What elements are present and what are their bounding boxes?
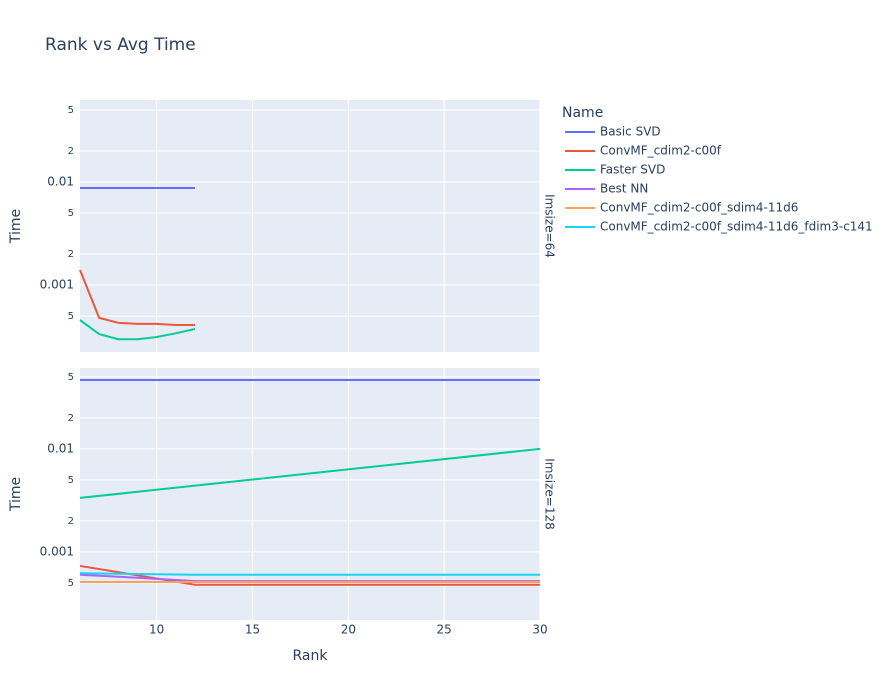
series-line — [79, 447, 541, 499]
y-tick-label: 0.001 — [40, 278, 74, 292]
y-tick-label: 5 — [68, 311, 74, 322]
chart-title: Rank vs Avg Time — [45, 35, 196, 55]
series-line — [79, 269, 195, 326]
y-tick-label: 2 — [68, 249, 74, 260]
x-tick-label: 20 — [341, 623, 356, 637]
legend-entry: Basic SVD — [600, 125, 661, 139]
legend-title: Name — [562, 105, 603, 121]
x-axis-label: Rank — [293, 648, 329, 664]
series-line — [79, 319, 196, 341]
x-tick-label: 25 — [437, 623, 452, 637]
legend-entry: ConvMF_cdim2-c00f — [600, 144, 722, 158]
legend-entry: ConvMF_cdim2-c00f_sdim4-11d6 — [600, 201, 798, 215]
y-tick-label: 2 — [68, 146, 74, 157]
y-tick-label: 0.01 — [47, 441, 74, 455]
series-line — [79, 572, 540, 576]
y-tick-label: 5 — [68, 475, 74, 486]
y-tick-label: 5 — [68, 105, 74, 116]
y-tick-label: 5 — [68, 372, 74, 383]
facet-label: Imsize=64 — [543, 194, 557, 258]
y-tick-label: 0.01 — [47, 175, 74, 189]
y-tick-label: 2 — [68, 413, 74, 424]
y-tick-label: 2 — [68, 516, 74, 527]
y-tick-label: 5 — [68, 208, 74, 219]
x-tick-label: 10 — [149, 623, 164, 637]
legend-entry: Best NN — [600, 182, 648, 196]
series-line — [79, 564, 540, 586]
legend-entry: ConvMF_cdim2-c00f_sdim4-11d6_fdim3-c141 — [600, 220, 873, 234]
legend-entry: Faster SVD — [600, 163, 665, 177]
facet-label: Imsize=128 — [543, 458, 557, 529]
y-tick-label: 0.001 — [40, 544, 74, 558]
y-axis-label: Time — [8, 477, 24, 512]
y-axis-label: Time — [8, 209, 24, 244]
y-tick-label: 5 — [68, 578, 74, 589]
plot-area — [80, 100, 540, 352]
x-tick-label: 15 — [245, 623, 260, 637]
x-tick-label: 30 — [532, 623, 547, 637]
